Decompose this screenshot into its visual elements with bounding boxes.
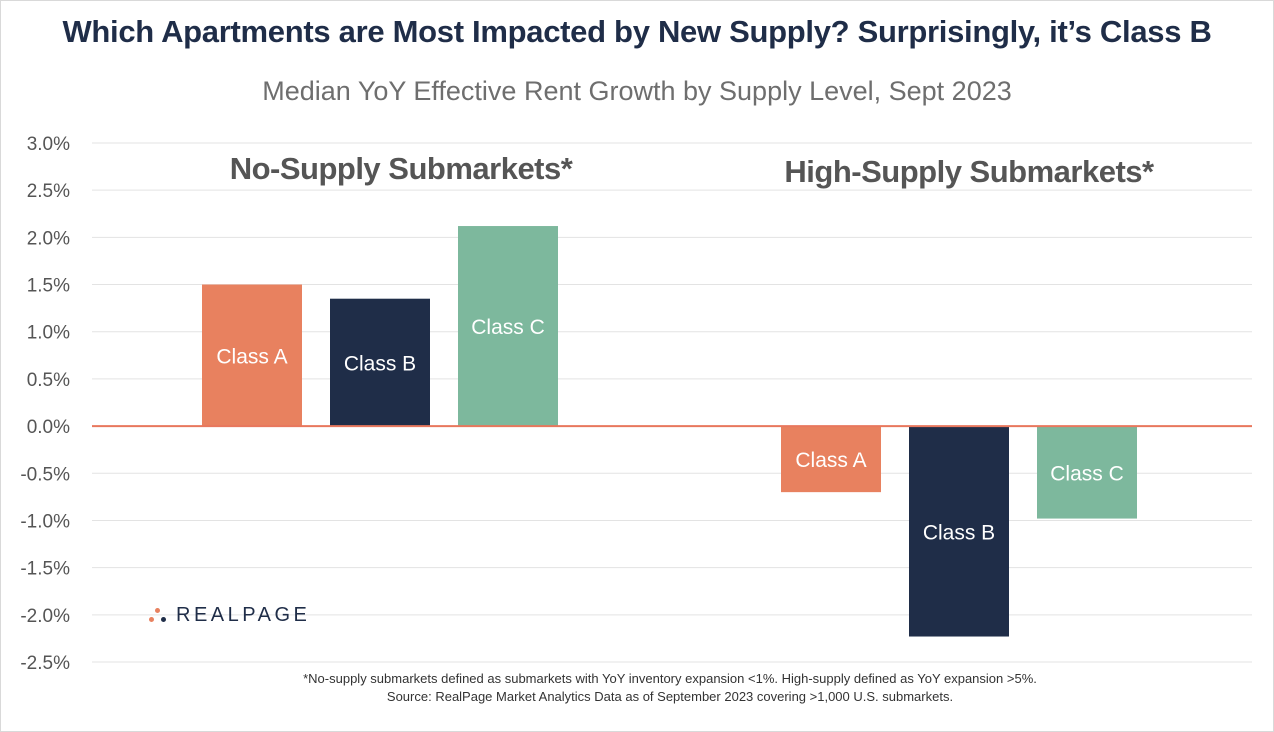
y-tick-label: 2.0% — [27, 228, 70, 249]
y-tick-label: -2.0% — [20, 606, 70, 627]
y-tick-label: 0.0% — [27, 417, 70, 438]
chart-title: Which Apartments are Most Impacted by Ne… — [62, 14, 1212, 49]
realpage-logo: REALPAGE — [146, 604, 310, 627]
y-tick-label: -1.5% — [20, 559, 70, 580]
footnote: *No-supply submarkets defined as submark… — [0, 670, 1274, 706]
bar-label: Class B — [923, 521, 995, 544]
footnote-definition: *No-supply submarkets defined as submark… — [303, 671, 1037, 686]
footnote-source: Source: RealPage Market Analytics Data a… — [386, 689, 954, 704]
bar-label: Class B — [344, 352, 416, 375]
y-tick-label: -2.5% — [20, 653, 70, 674]
bar-no-supply-class-b — [330, 298, 430, 427]
y-tick-label: -0.5% — [20, 464, 70, 485]
bar-label: Class A — [216, 345, 287, 368]
y-tick-label: 1.0% — [27, 323, 70, 344]
group-title-no-supply: No-Supply Submarkets* — [230, 151, 574, 186]
y-tick-label: -1.0% — [20, 511, 70, 532]
group-title-high-supply: High-Supply Submarkets* — [784, 154, 1155, 189]
y-tick-label: 2.5% — [27, 181, 70, 202]
logo-text: REALPAGE — [176, 604, 311, 626]
y-tick-label: 0.5% — [27, 370, 70, 391]
chart-subtitle: Median YoY Effective Rent Growth by Supp… — [262, 76, 1012, 106]
bar-no-supply-class-c — [458, 226, 558, 427]
logo-dots-icon — [146, 606, 170, 626]
y-tick-label: 1.5% — [27, 276, 70, 297]
bar-high-supply-class-c — [1037, 426, 1137, 519]
bar-label: Class C — [1050, 462, 1124, 485]
bar-no-supply-class-a — [202, 284, 302, 427]
bar-label: Class A — [795, 449, 866, 472]
bar-label: Class C — [471, 316, 545, 339]
bar-high-supply-class-b — [909, 426, 1009, 637]
bar-high-supply-class-a — [781, 426, 881, 493]
y-tick-label: 3.0% — [27, 134, 70, 155]
